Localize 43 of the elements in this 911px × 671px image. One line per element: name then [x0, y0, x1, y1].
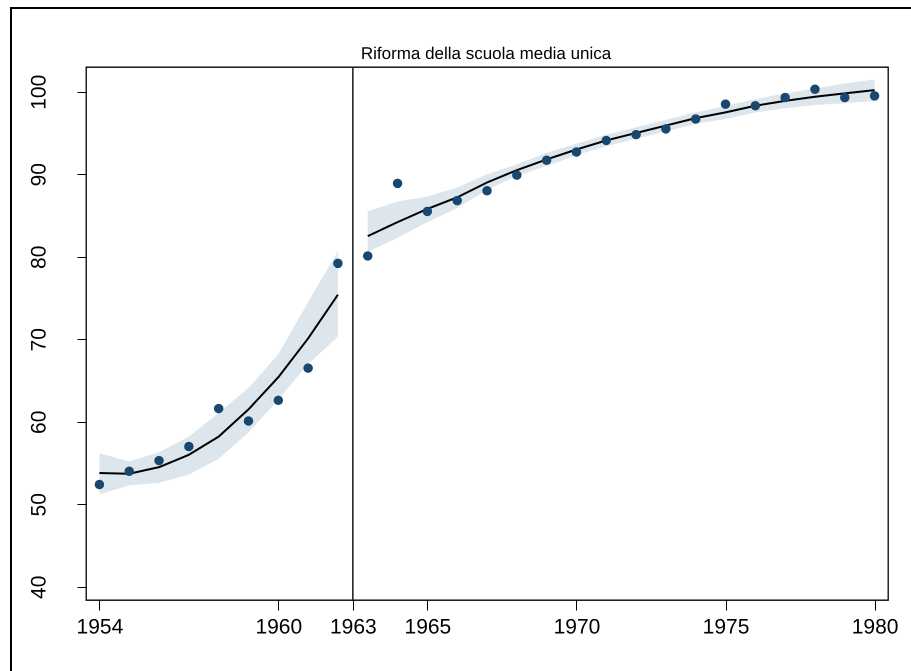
point: [452, 196, 462, 206]
point: [720, 99, 730, 109]
point: [750, 101, 760, 111]
y-tick-label: 40: [28, 576, 50, 599]
y-tick-label: 90: [28, 163, 50, 186]
point: [840, 92, 850, 102]
ref-line-label: Riforma della scuola media unica: [360, 44, 612, 63]
point: [184, 442, 194, 452]
x-tick-label: 1975: [702, 616, 750, 638]
point: [661, 124, 671, 134]
point: [482, 186, 492, 196]
x-tick-label: 1965: [404, 616, 452, 638]
point: [363, 251, 372, 261]
x-tick-label: 1960: [255, 616, 302, 638]
point: [214, 404, 224, 414]
point: [244, 416, 254, 426]
x-tick-label: 1970: [554, 616, 600, 638]
y-tick-label: 80: [28, 246, 50, 269]
point: [572, 147, 582, 157]
point: [303, 363, 313, 373]
y-tick-label: 100: [28, 74, 50, 110]
point: [810, 84, 820, 94]
point: [780, 92, 790, 102]
point: [690, 114, 700, 124]
point: [154, 456, 164, 466]
point: [333, 258, 343, 268]
point: [94, 480, 104, 490]
point: [124, 466, 134, 476]
point: [602, 136, 611, 146]
y-tick-label: 60: [28, 410, 50, 434]
point: [512, 170, 522, 180]
line-series: [98, 294, 339, 475]
point: [631, 130, 641, 140]
point: [870, 91, 880, 101]
point: [542, 156, 552, 165]
point: [392, 178, 402, 188]
x-tick-label: 1980: [852, 616, 898, 638]
point: [422, 206, 432, 216]
x-tick-label: 1954: [76, 616, 124, 638]
x-tick-label: 1963: [330, 616, 377, 638]
y-tick-label: 70: [28, 328, 50, 352]
y-tick-label: 50: [28, 493, 50, 516]
point: [274, 396, 284, 406]
